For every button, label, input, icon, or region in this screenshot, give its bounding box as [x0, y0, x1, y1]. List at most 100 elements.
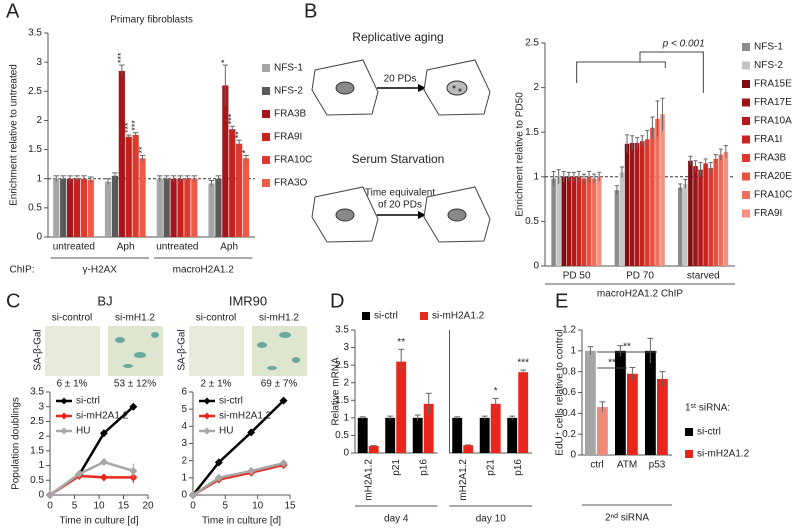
condition: si-control: [196, 313, 237, 324]
x-tick-label: untreated: [156, 242, 198, 253]
bar: [229, 129, 236, 237]
marker: [279, 396, 288, 405]
percentage: 2 ± 1%: [200, 379, 231, 390]
legend-label: FRA1I: [754, 134, 782, 145]
y-tick-label: 0: [343, 448, 349, 459]
bar: [208, 183, 215, 237]
x-tick-label: p21: [391, 459, 402, 476]
bar: [518, 372, 529, 453]
y-tick-label: 2: [38, 431, 44, 442]
significance: ***: [130, 120, 140, 131]
bar: [104, 181, 112, 237]
y-tick-label: 3.5: [28, 28, 42, 39]
panel-label: B: [304, 0, 317, 22]
y-tick-label: 2.5: [30, 416, 44, 427]
bar: [156, 178, 163, 237]
x-tick-label: p21: [485, 459, 496, 476]
legend-swatch: [742, 61, 750, 70]
bar: [634, 142, 640, 266]
cell: [423, 186, 491, 243]
bar: [645, 139, 650, 266]
bar: [452, 417, 463, 453]
legend-swatch: [262, 64, 270, 72]
bar: [615, 350, 626, 455]
bar: [591, 178, 597, 266]
x-tick-label: p16: [513, 459, 524, 476]
panel-label: E: [555, 290, 568, 312]
bar: [629, 142, 635, 266]
series-line: [192, 462, 284, 497]
y-tick-label: 2: [181, 455, 187, 466]
bar: [215, 178, 222, 237]
y-tick-label: 0.5: [525, 216, 539, 227]
bar: [184, 178, 191, 237]
x-tick-label: untreated: [53, 242, 95, 253]
bar: [660, 114, 665, 266]
legend-label: si-ctrl: [76, 396, 100, 407]
y-tick-label: 1.5: [28, 144, 42, 155]
bar: [463, 445, 474, 453]
series-line: [49, 460, 134, 497]
x-tick-label: 5: [223, 501, 229, 512]
facet-label: day 10: [476, 514, 506, 525]
y-tick-label: 2: [533, 82, 539, 93]
y-tick-label: 6: [181, 387, 187, 398]
bar: [597, 407, 608, 455]
y-tick-label: 1.5: [335, 395, 349, 406]
legend-label: FRA9I: [274, 132, 302, 143]
legend-label: HU: [219, 426, 233, 437]
bar: [60, 178, 67, 237]
legend-label: FRA15E: [754, 79, 792, 90]
bar: [125, 136, 132, 237]
marker: [214, 458, 223, 467]
group-axis-label: ChIP:: [9, 265, 34, 276]
bar: [619, 172, 625, 266]
x-tick-label: 10: [93, 501, 105, 512]
annotation: p < 0.001: [662, 39, 705, 50]
legend-label: si-ctrl: [697, 427, 721, 438]
bar: [576, 176, 582, 266]
legend-swatch: [742, 80, 750, 88]
x-tick-label: starved: [687, 271, 720, 282]
x-axis-label: Time in culture [d]: [59, 516, 138, 527]
y-tick-label: 0.4: [562, 408, 576, 419]
bar: [640, 141, 645, 266]
bar: [657, 378, 668, 455]
y-tick-label: 3.5: [335, 325, 349, 336]
diagram-title: Serum Starvation: [352, 152, 445, 166]
y-tick-label: 1: [36, 173, 42, 184]
bar: [693, 166, 698, 266]
x-tick-label: mH2A1.2: [458, 459, 469, 501]
cell: [311, 186, 379, 243]
x-tick-label: ctrl: [590, 460, 603, 471]
bar: [385, 417, 396, 453]
marker: [279, 459, 288, 468]
bar: [132, 135, 139, 237]
aging-diagram: Replicative aging 20 PDs Serum Starvatio…: [311, 30, 491, 243]
legend-label: FRA17E: [754, 97, 792, 108]
bar: [645, 350, 656, 455]
y-tick-label: 2.5: [525, 38, 539, 49]
bar: [698, 169, 703, 266]
legend-label: si-mH2A1.2: [432, 311, 485, 322]
significance: **: [234, 131, 244, 139]
bar: [222, 85, 229, 237]
y-tick-label: 0.2: [562, 429, 576, 440]
bar: [556, 176, 561, 266]
y-tick-label: 0.5: [335, 430, 349, 441]
significance: **: [397, 337, 405, 348]
significance: *: [240, 149, 250, 153]
legend-label: si-ctrl: [374, 311, 398, 322]
y-tick-label: 1: [181, 472, 187, 483]
y-axis-label: Enrichment relative to PD50: [515, 92, 526, 217]
bar: [368, 445, 379, 453]
cell-line: BJ: [97, 293, 112, 308]
legend-marker: [203, 412, 211, 420]
arrow-label: 20 PDs: [384, 74, 417, 85]
bar: [723, 151, 729, 266]
bar: [585, 350, 596, 455]
legend-marker: [203, 427, 211, 435]
bar: [139, 158, 146, 237]
legend-swatch: [685, 450, 693, 458]
legend-swatch: [262, 179, 270, 187]
